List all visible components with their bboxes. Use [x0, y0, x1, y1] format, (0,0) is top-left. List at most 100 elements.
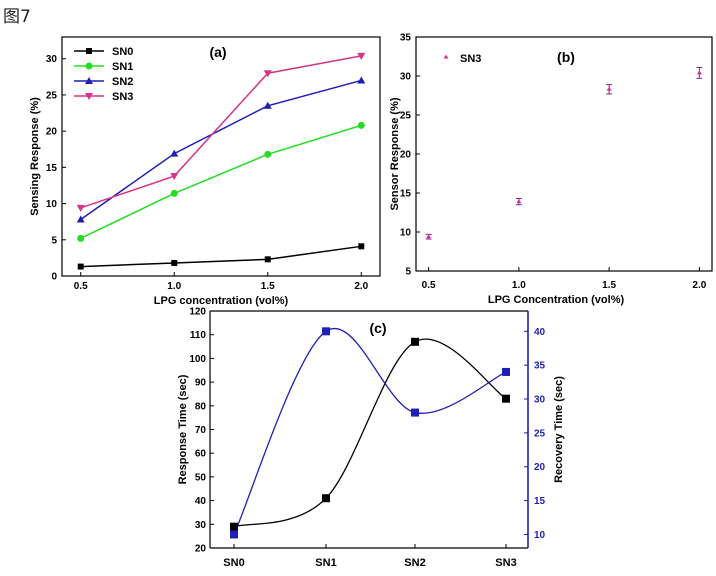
data-point-sn3 [76, 204, 85, 212]
data-point-sn3 [696, 70, 702, 75]
series-line-sn1 [80, 124, 362, 240]
y-tick-label: 30 [400, 72, 412, 83]
data-point-sn2 [170, 149, 179, 157]
y-tick-label: 15 [400, 189, 412, 200]
y-tick-label: 5 [51, 235, 57, 246]
legend-label-sn1: SN1 [112, 61, 133, 73]
y-tick-label: 25 [46, 90, 58, 101]
y2-axis-label: Recovery Time (sec) [553, 376, 565, 483]
recovery-time-curve [233, 327, 507, 535]
y2-tick-label: 35 [534, 361, 546, 372]
data-point-sn3 [426, 234, 432, 239]
x-tick-label: 1.5 [261, 281, 275, 292]
y-tick-label: 120 [189, 307, 206, 318]
legend-marker-sn1 [85, 62, 93, 70]
x-tick-label: SN0 [223, 557, 244, 569]
data-point-sn3 [170, 173, 179, 181]
data-point-sn3 [516, 199, 522, 204]
chart-panel-a: 0 5 10 15 20 25 30 0.5 1.0 1.5 2.0 LPG concentratio… [29, 36, 381, 307]
data-point-sn1 [357, 121, 365, 129]
data-point-sn1 [264, 150, 272, 158]
panel-label: (a) [209, 44, 226, 60]
response-time-point [502, 394, 510, 403]
figure-label: 图7 [3, 7, 31, 27]
y-tick-label: 10 [400, 228, 412, 239]
y-tick-label: 30 [46, 54, 58, 65]
data-point-sn0 [264, 256, 271, 263]
data-point-sn0 [171, 259, 178, 266]
x-tick-label: 0.5 [74, 281, 88, 292]
y-tick-label: 25 [400, 111, 412, 122]
y-tick-label: 50 [195, 472, 207, 483]
x-tick-label: SN3 [495, 557, 516, 569]
y2-tick-label: 15 [534, 496, 546, 507]
recovery-time-point [322, 327, 330, 336]
x-tick-label: SN2 [404, 557, 425, 569]
data-point-sn3 [357, 52, 366, 60]
y-tick-label: 10 [46, 199, 58, 210]
panel-label: (c) [369, 320, 386, 336]
data-point-sn1 [170, 189, 178, 197]
legend-label-sn3: SN3 [460, 53, 481, 65]
data-point-sn2 [263, 101, 272, 109]
x-tick-label: 1.5 [602, 280, 616, 291]
response-time-point [322, 494, 330, 503]
y-tick-label: 20 [400, 150, 412, 161]
data-point-sn1 [77, 234, 85, 242]
legend-marker-sn3 [443, 54, 449, 59]
recovery-time-point [230, 530, 238, 539]
y2-tick-label: 40 [534, 327, 546, 338]
y-tick-label: 30 [195, 520, 207, 531]
y-tick-label: 80 [195, 401, 207, 412]
series-line-sn3 [80, 55, 362, 209]
chart-panel-c: 20 30 40 50 60 70 80 90 100 110 120 10 15 20 25 30 35 40 S… [177, 307, 565, 570]
legend-label-sn3: SN3 [112, 91, 133, 103]
legend-marker-sn2 [85, 77, 93, 84]
y-axis-label: Sensing Response (%) [29, 97, 41, 216]
y-tick-label: 35 [400, 33, 412, 44]
response-time-point [411, 337, 419, 346]
data-point-sn3 [263, 70, 272, 78]
series-line-sn0 [80, 245, 362, 268]
response-time-curve [233, 338, 507, 528]
y-tick-label: 90 [195, 378, 207, 389]
x-tick-label: 1.0 [167, 281, 181, 292]
plot-frame [415, 36, 713, 272]
y-tick-label: 60 [195, 449, 207, 460]
legend-marker-sn3 [85, 93, 93, 100]
y-axis-label: Response Time (sec) [177, 374, 189, 484]
data-point-sn3 [606, 86, 612, 91]
data-point-sn0 [358, 243, 365, 250]
y-tick-label: 20 [195, 544, 207, 555]
recovery-time-point [502, 367, 510, 376]
y2-tick-label: 30 [534, 395, 546, 406]
recovery-time-point [411, 408, 419, 417]
x-tick-label: SN1 [315, 557, 336, 569]
y-tick-label: 0 [51, 272, 57, 283]
plot-frame [61, 36, 381, 277]
x-tick-label: 2.0 [692, 280, 706, 291]
y-tick-label: 70 [195, 425, 207, 436]
legend-marker-sn0 [86, 48, 92, 54]
series-line-sn2 [80, 79, 362, 221]
y-axis-label: Sensor Response (%) [389, 97, 401, 210]
y-tick-label: 20 [46, 127, 58, 138]
y2-tick-label: 25 [534, 428, 546, 439]
response-time-point [230, 522, 238, 531]
x-tick-label: 0.5 [422, 280, 436, 291]
x-tick-label: 1.0 [512, 280, 526, 291]
x-axis-label: LPG Concentration (vol%) [488, 294, 625, 306]
y-tick-label: 40 [195, 496, 207, 507]
legend-label-sn0: SN0 [112, 46, 133, 58]
legend-label-sn2: SN2 [112, 76, 133, 88]
y2-tick-label: 20 [534, 462, 546, 473]
y-tick-label: 5 [405, 267, 411, 278]
y-tick-label: 15 [46, 163, 58, 174]
data-point-sn2 [76, 215, 85, 223]
x-axis-label: LPG concentration (vol%) [154, 295, 289, 307]
data-point-sn2 [357, 76, 366, 84]
panel-label: (b) [557, 49, 575, 65]
y-tick-label: 110 [190, 330, 207, 341]
chart-panel-b: 5 10 15 20 25 30 35 0.5 1.0 1.5 2.0 LPG Concentrati… [389, 33, 713, 306]
